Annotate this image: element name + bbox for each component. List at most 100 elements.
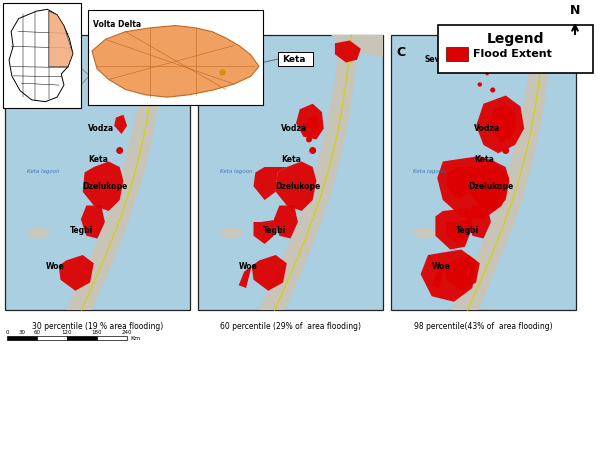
Text: Woe: Woe: [46, 262, 64, 271]
Polygon shape: [500, 115, 513, 134]
Circle shape: [491, 88, 494, 92]
Text: 120: 120: [62, 330, 72, 335]
Text: 60 percentile (29% of  area flooding): 60 percentile (29% of area flooding): [220, 322, 361, 331]
Polygon shape: [92, 26, 259, 97]
Text: Keta: Keta: [282, 54, 305, 63]
Polygon shape: [528, 40, 554, 63]
Polygon shape: [254, 167, 287, 200]
Text: Vodza: Vodza: [88, 124, 115, 133]
Polygon shape: [59, 255, 94, 291]
Text: A: A: [11, 46, 20, 59]
Polygon shape: [469, 162, 509, 211]
Circle shape: [478, 83, 481, 86]
Circle shape: [307, 137, 311, 142]
Polygon shape: [138, 35, 190, 57]
Text: Keta lagoon: Keta lagoon: [220, 168, 253, 174]
Polygon shape: [49, 11, 73, 67]
Text: 98 percentile(43% of  area flooding): 98 percentile(43% of area flooding): [414, 322, 553, 331]
Polygon shape: [335, 40, 361, 63]
Polygon shape: [254, 219, 280, 244]
Text: Keta lagoon: Keta lagoon: [413, 168, 446, 174]
Bar: [391, 35, 576, 310]
Text: Legend: Legend: [487, 32, 544, 46]
Polygon shape: [437, 156, 509, 219]
Text: Dzelukope: Dzelukope: [469, 182, 514, 191]
Polygon shape: [445, 255, 480, 291]
Circle shape: [303, 124, 308, 128]
Text: Seva: Seva: [38, 55, 59, 64]
Text: 240: 240: [122, 330, 132, 335]
Polygon shape: [142, 40, 168, 63]
Polygon shape: [274, 206, 298, 238]
Circle shape: [503, 148, 508, 153]
Circle shape: [486, 72, 488, 75]
Bar: [438, 25, 593, 73]
Bar: [37, 336, 67, 340]
Ellipse shape: [220, 228, 242, 238]
Bar: [5, 35, 190, 310]
Polygon shape: [452, 35, 552, 310]
Polygon shape: [259, 35, 359, 310]
Circle shape: [494, 130, 499, 133]
Text: Volta Delta: Volta Delta: [93, 20, 141, 29]
Text: 60: 60: [34, 330, 41, 335]
Circle shape: [117, 148, 122, 153]
Ellipse shape: [27, 228, 49, 238]
Text: Woe: Woe: [239, 262, 257, 271]
Polygon shape: [446, 167, 480, 200]
Polygon shape: [432, 261, 452, 288]
Text: C: C: [397, 46, 406, 59]
Text: 30 percentile (19 % area flooding): 30 percentile (19 % area flooding): [32, 322, 163, 331]
Text: Dzelukope: Dzelukope: [276, 182, 321, 191]
Text: Flood Extent: Flood Extent: [473, 49, 552, 59]
Text: 0: 0: [5, 330, 9, 335]
Text: Tegbi: Tegbi: [70, 226, 93, 235]
Text: Keta: Keta: [474, 154, 494, 163]
Bar: [88, 10, 263, 105]
Polygon shape: [66, 35, 166, 310]
Polygon shape: [9, 9, 73, 102]
Polygon shape: [114, 115, 127, 134]
Polygon shape: [436, 208, 472, 249]
Circle shape: [496, 124, 500, 128]
Text: Keta lagoon: Keta lagoon: [27, 168, 60, 174]
Polygon shape: [331, 35, 383, 57]
Circle shape: [500, 137, 504, 142]
Text: Dzelukope: Dzelukope: [83, 182, 128, 191]
Text: 30: 30: [19, 330, 25, 335]
Bar: [278, 52, 313, 66]
Text: Seva: Seva: [424, 55, 445, 64]
Polygon shape: [476, 95, 524, 153]
Circle shape: [310, 148, 316, 153]
Ellipse shape: [413, 228, 436, 238]
Bar: [446, 47, 468, 61]
Polygon shape: [251, 255, 287, 291]
Polygon shape: [307, 115, 320, 134]
Text: Keta: Keta: [281, 154, 301, 163]
Bar: [67, 336, 97, 340]
Polygon shape: [276, 162, 316, 211]
Text: Woe: Woe: [432, 262, 451, 271]
Bar: [198, 35, 383, 310]
Polygon shape: [421, 249, 476, 302]
Text: Tegbi: Tegbi: [456, 226, 479, 235]
Bar: [7, 336, 37, 340]
Polygon shape: [296, 104, 324, 140]
Polygon shape: [524, 35, 576, 57]
Text: B: B: [203, 46, 213, 59]
Text: Vodza: Vodza: [474, 124, 500, 133]
Bar: [97, 336, 127, 340]
Circle shape: [500, 115, 504, 120]
Text: Km: Km: [130, 336, 140, 341]
Bar: [3, 3, 81, 108]
Polygon shape: [467, 206, 491, 238]
Text: Vodza: Vodza: [281, 124, 307, 133]
Text: Tegbi: Tegbi: [263, 226, 286, 235]
Text: Seva: Seva: [232, 55, 252, 64]
Text: N: N: [570, 4, 580, 17]
Polygon shape: [81, 206, 105, 238]
Polygon shape: [239, 261, 259, 288]
Polygon shape: [489, 104, 517, 140]
Text: Keta: Keta: [88, 154, 108, 163]
Polygon shape: [83, 162, 124, 211]
